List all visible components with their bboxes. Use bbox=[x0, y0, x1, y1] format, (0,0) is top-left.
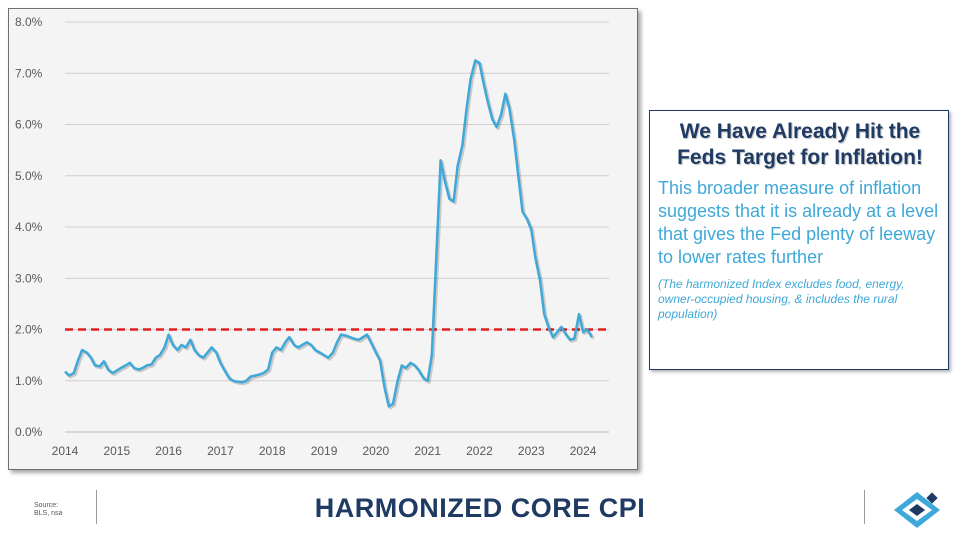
series-line-shadow bbox=[65, 60, 595, 410]
x-tick-label: 2018 bbox=[259, 444, 286, 458]
source-label: Source: BLS, nsa bbox=[34, 502, 62, 518]
footer-title: HARMONIZED CORE CPI bbox=[314, 493, 646, 523]
y-tick-label: 1.0% bbox=[15, 374, 43, 388]
y-tick-label: 4.0% bbox=[15, 220, 43, 234]
callout-title: We Have Already Hit the Feds Target for … bbox=[677, 120, 923, 169]
y-tick-label: 7.0% bbox=[15, 66, 43, 80]
source-caption: Source: bbox=[34, 502, 59, 509]
series-line-harmonized-core-cpi bbox=[64, 59, 593, 408]
x-axis-ticks: 2014 2015 2016 2017 2018 2019 2020 2021 2022 2023… bbox=[52, 444, 597, 458]
x-tick-label: 2015 bbox=[103, 444, 130, 458]
x-tick-label: 2020 bbox=[363, 444, 390, 458]
footer-divider-right bbox=[864, 490, 865, 524]
source-value: BLS, nsa bbox=[34, 510, 63, 517]
callout-note: (The harmonized Index excludes food, ene… bbox=[658, 277, 905, 321]
chart-panel: 0.0% 1.0% 2.0% 3.0% 4.0% 5.0% 6.0% 7.0% 8.0% 201… bbox=[8, 8, 638, 470]
grid-layer bbox=[65, 21, 609, 433]
x-tick-label: 2021 bbox=[414, 444, 441, 458]
y-tick-label: 5.0% bbox=[15, 169, 43, 183]
y-tick-label: 2.0% bbox=[15, 323, 43, 337]
footer: Source: BLS, nsa HARMONIZED CORE CPI bbox=[0, 478, 960, 540]
y-tick-label: 8.0% bbox=[15, 15, 43, 29]
footer-divider-left bbox=[96, 490, 97, 524]
callout-body: This broader measure of inflation sugges… bbox=[658, 178, 939, 267]
y-tick-label: 0.0% bbox=[15, 425, 43, 439]
x-tick-label: 2024 bbox=[570, 444, 597, 458]
series-layer bbox=[64, 59, 595, 410]
x-tick-label: 2023 bbox=[518, 444, 545, 458]
x-tick-label: 2016 bbox=[155, 444, 182, 458]
x-tick-label: 2017 bbox=[207, 444, 234, 458]
callout-box: We Have Already Hit the Feds Target for … bbox=[649, 110, 949, 370]
x-tick-label: 2014 bbox=[52, 444, 79, 458]
y-tick-label: 3.0% bbox=[15, 271, 43, 285]
x-tick-label: 2019 bbox=[311, 444, 338, 458]
y-axis-ticks: 0.0% 1.0% 2.0% 3.0% 4.0% 5.0% 6.0% 7.0% 8.0% bbox=[15, 15, 43, 439]
harmonized-core-cpi-chart: 0.0% 1.0% 2.0% 3.0% 4.0% 5.0% 6.0% 7.0% 8.0% 201… bbox=[15, 15, 609, 458]
brand-logo-icon bbox=[894, 492, 940, 528]
x-tick-label: 2022 bbox=[466, 444, 493, 458]
y-tick-label: 6.0% bbox=[15, 118, 43, 132]
